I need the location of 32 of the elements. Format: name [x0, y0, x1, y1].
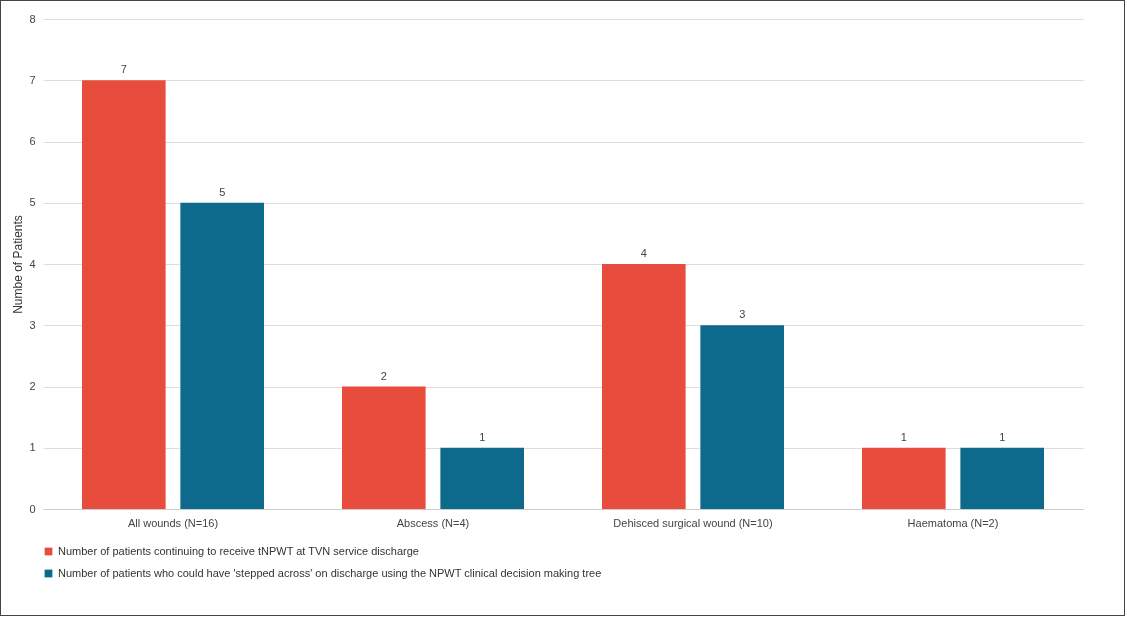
y-tick-label: 3	[29, 318, 36, 331]
y-tick-label: 2	[29, 380, 36, 392]
bar	[700, 325, 784, 509]
x-tick-label: All wounds (N=16)	[127, 516, 219, 529]
bar	[180, 202, 264, 509]
data-label: 5	[219, 185, 226, 198]
legend-label: Number of patients who could have 'stepped across' on discharge using the NPWT clinical decision making tree	[58, 566, 602, 579]
x-tick-label: Abscess (N=4)	[396, 516, 470, 529]
bar	[440, 447, 524, 509]
data-label: 1	[999, 430, 1006, 443]
y-tick-label: 0	[29, 502, 36, 515]
data-label: 2	[380, 369, 387, 382]
legend-label: Number of patients continuing to receive tNPWT at TVN service discharge	[58, 544, 419, 557]
x-tick-label: Haematoma (N=2)	[907, 516, 999, 529]
bar	[960, 447, 1044, 509]
y-tick-label: 7	[29, 73, 36, 86]
x-tick-label: Dehisced surgical wound (N=10)	[613, 516, 773, 529]
y-tick-label: 4	[29, 257, 36, 270]
bar	[342, 386, 426, 509]
y-axis-title: Numbe of Patients	[11, 215, 26, 314]
data-label: 1	[900, 430, 907, 443]
bar	[862, 447, 946, 509]
bar	[602, 264, 686, 509]
y-tick-label: 6	[29, 135, 36, 147]
data-label: 7	[120, 63, 127, 76]
y-tick-label: 1	[29, 441, 36, 454]
data-label: 3	[739, 308, 746, 321]
y-tick-label: 8	[29, 12, 36, 25]
data-label: 4	[640, 247, 647, 259]
data-label: 1	[479, 430, 486, 443]
bar	[82, 80, 166, 509]
y-tick-label: 5	[29, 196, 36, 209]
